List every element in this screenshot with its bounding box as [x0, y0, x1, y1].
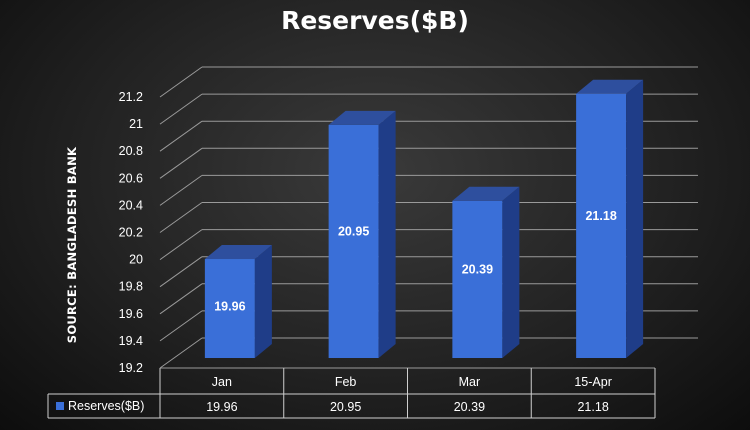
gridline-wall	[159, 283, 203, 315]
bar-side	[626, 79, 644, 359]
bar-top	[328, 110, 396, 125]
bar-side	[502, 186, 520, 358]
table-value: 21.18	[577, 400, 608, 414]
bar-side	[254, 245, 272, 358]
gridline-wall	[159, 120, 203, 152]
data-label: 19.96	[214, 300, 245, 314]
x-category-label: Mar	[459, 375, 481, 389]
y-tick-label: 21.2	[119, 90, 143, 104]
bar-top	[576, 79, 644, 94]
gridline-wall	[159, 337, 203, 369]
table-value: 20.39	[454, 400, 485, 414]
gridline-wall	[159, 202, 203, 233]
gridline-wall	[159, 93, 203, 125]
bar-side	[378, 110, 396, 358]
legend-label: Reserves($B)	[68, 399, 144, 413]
y-tick-label: 21	[129, 117, 143, 131]
y-tick-label: 20.4	[119, 198, 143, 212]
gridline-wall	[159, 66, 203, 98]
bar	[204, 245, 272, 358]
bar-front	[576, 93, 627, 359]
bar	[328, 110, 396, 358]
gridline-wall	[159, 229, 203, 261]
bar	[576, 79, 644, 359]
gridline-wall	[159, 174, 203, 206]
data-label: 21.18	[585, 209, 616, 223]
y-tick-label: 19.2	[119, 361, 143, 375]
x-category-label: Feb	[335, 375, 357, 389]
bar-top	[452, 186, 520, 201]
y-tick-label: 19.6	[119, 307, 143, 321]
y-tick-label: 19.8	[119, 280, 143, 294]
bar-front	[328, 124, 379, 358]
bar-top	[204, 245, 272, 260]
table-value: 19.96	[206, 400, 237, 414]
gridline-wall	[159, 147, 203, 179]
x-category-label: Jan	[212, 375, 232, 389]
x-category-label: 15-Apr	[574, 375, 612, 389]
gridline-wall	[159, 310, 203, 342]
data-label: 20.95	[338, 224, 369, 238]
chart-title: Reserves($B)	[281, 6, 469, 35]
legend-marker	[56, 402, 64, 410]
table-value: 20.95	[330, 400, 361, 414]
bar-front	[452, 200, 503, 358]
bar	[452, 186, 520, 358]
gridline-wall	[159, 256, 203, 288]
y-tick-label: 20.6	[119, 171, 143, 185]
y-tick-label: 20	[129, 253, 143, 267]
bar-front	[204, 259, 255, 358]
y-tick-label: 20.8	[119, 144, 143, 158]
data-table	[47, 368, 656, 419]
y-tick-label: 20.2	[119, 226, 143, 240]
y-tick-label: 19.4	[119, 334, 143, 348]
data-label: 20.39	[462, 262, 493, 276]
